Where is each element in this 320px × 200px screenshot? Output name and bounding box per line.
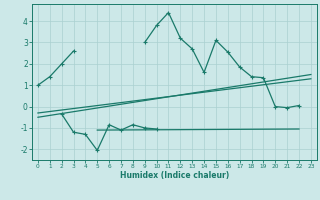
X-axis label: Humidex (Indice chaleur): Humidex (Indice chaleur) <box>120 171 229 180</box>
